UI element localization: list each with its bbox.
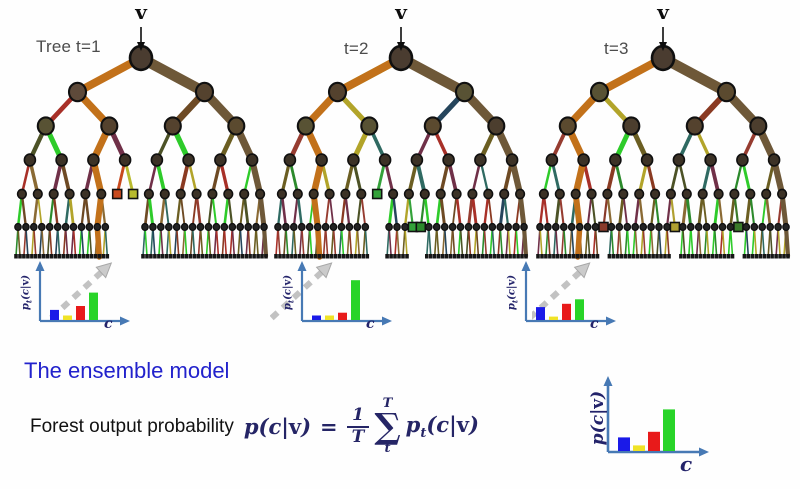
tree-leaves [14, 254, 268, 259]
leaf-histogram-1: pt(c|v) c [14, 256, 149, 341]
decision-tree-svg-2 [270, 27, 529, 321]
histogram-bars [536, 299, 584, 320]
decision-tree-svg-3 [532, 27, 791, 320]
forest-histogram-plot [603, 376, 709, 457]
leaf-histogram-1-y-axis-label: pt(c|v) [20, 274, 34, 311]
tree-panel-1: v Tree t=1 [10, 0, 272, 350]
tree-nodes [274, 44, 528, 233]
leaf-histogram-3: pt(c|v) c [500, 256, 635, 341]
tree-nodes [536, 44, 790, 233]
leaf-histogram-2-plot [297, 261, 392, 326]
tree-title-3: t=3 [604, 39, 629, 58]
forest-histogram: p(c|v) c [578, 372, 738, 484]
histogram-axes [603, 376, 709, 457]
tree-title-1: Tree t=1 [36, 37, 101, 56]
tree-leaves [536, 254, 790, 259]
forest-histogram-y-axis-label: p(c|v) [588, 390, 608, 446]
histogram-bars [618, 409, 675, 451]
tree-panel-2: v t=2 [270, 0, 532, 350]
leaf-histogram-3-x-axis-label: c [590, 316, 599, 332]
decision-tree-svg-1 [14, 27, 269, 321]
tree-leaves [274, 254, 528, 259]
histogram-bars [312, 280, 360, 320]
input-arrow-icon [659, 27, 667, 51]
leaf-histogram-3-plot [521, 261, 616, 326]
input-arrow-icon [397, 27, 405, 51]
formula-fraction: 1 T [346, 406, 370, 447]
tree-title-2: t=2 [344, 39, 369, 58]
dashed-arrow-icon [532, 262, 591, 320]
formula-lhs: p(c|v) [243, 414, 312, 440]
tree-nodes [14, 44, 268, 232]
leaf-histogram-2-y-axis-label: pt(c|v) [282, 274, 296, 311]
forest-formula: Forest output probability p(c|v) = 1 T T… [30, 390, 479, 464]
dashed-arrow-icon [270, 262, 333, 321]
input-vector-label: v [135, 0, 147, 24]
formula-lead-text: Forest output probability [30, 416, 234, 437]
leaf-histogram-3-y-axis-label: pt(c|v) [506, 274, 520, 311]
leaf-histogram-1-plot [35, 261, 130, 326]
ensemble-heading: The ensemble model [24, 358, 230, 383]
summation-symbol: T ∑ t [374, 396, 401, 457]
dashed-arrow-icon [49, 262, 113, 321]
equals-sign: = [320, 414, 338, 440]
formula-rhs: pt(c|v) [405, 412, 479, 442]
tree-panel-3: v t=3 [532, 0, 794, 350]
input-arrow-icon [137, 27, 145, 51]
input-vector-label: v [395, 0, 407, 24]
leaf-histogram-2: pt(c|v) c [276, 256, 411, 341]
forest-histogram-x-axis-label: c [680, 452, 693, 476]
leaf-histogram-2-x-axis-label: c [366, 316, 375, 332]
histogram-axes [35, 261, 130, 326]
histogram-bars [50, 292, 98, 320]
histogram-axes [521, 261, 616, 326]
input-vector-label: v [657, 0, 669, 24]
histogram-axes [297, 261, 392, 326]
leaf-histogram-1-x-axis-label: c [104, 316, 113, 332]
formula-math: p(c|v) = 1 T T ∑ t pt(c|v) [243, 396, 479, 457]
